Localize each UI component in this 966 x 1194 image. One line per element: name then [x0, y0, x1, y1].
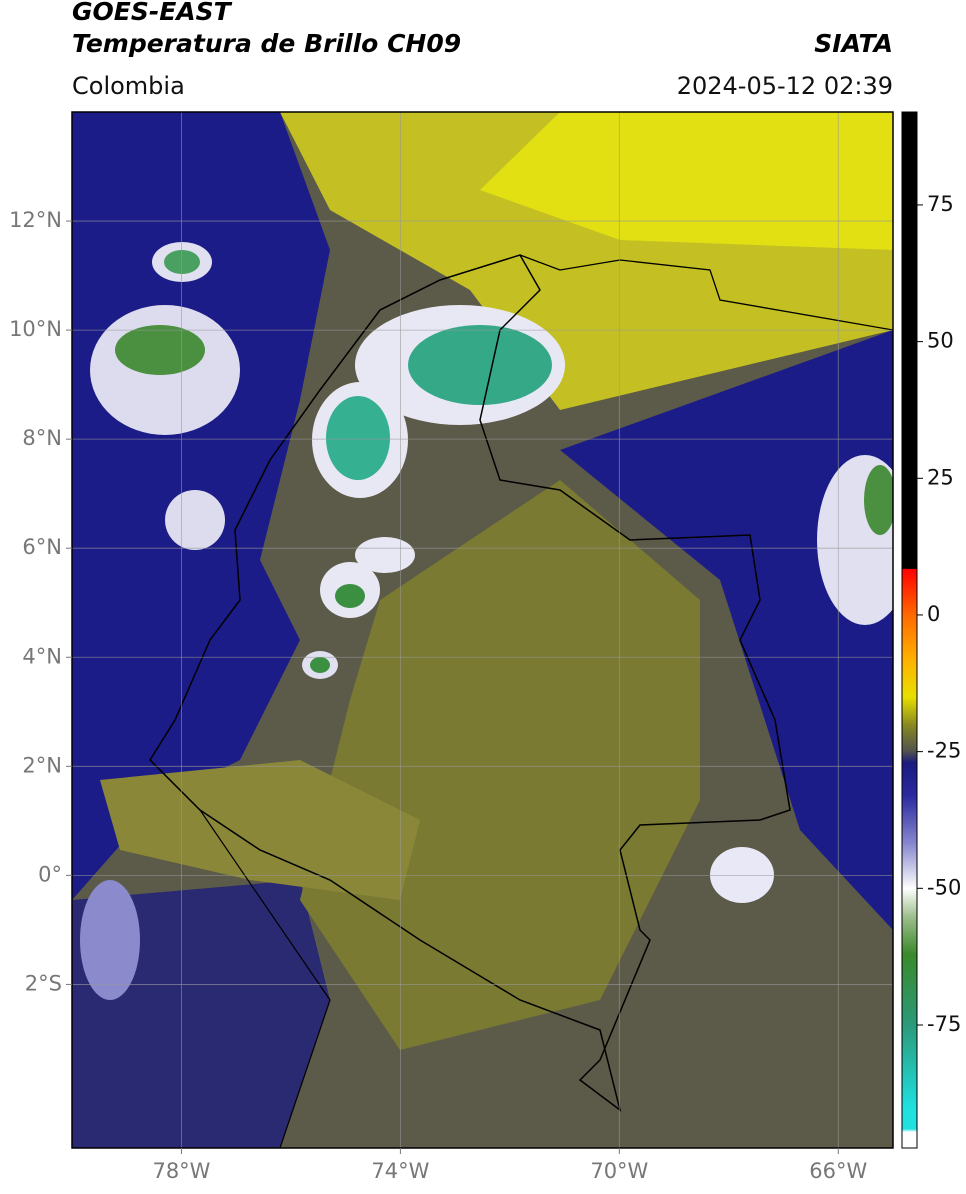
y-tick-label: 12°N: [9, 208, 62, 232]
colorbar-segment: [902, 696, 917, 725]
colorbar-segment: [902, 795, 917, 846]
y-tick-label: 0°: [38, 862, 62, 886]
colorbar-tick-label: 75: [927, 192, 954, 216]
colorbar-tick-label: -75: [927, 1012, 961, 1036]
colorbar-segment: [902, 751, 917, 764]
colorbar-segment: [902, 724, 917, 753]
colorbar: 75 50 25 0 -25 -50 -75: [902, 112, 961, 1149]
warm-region: [100, 760, 420, 900]
colorbar-segment: [902, 614, 917, 660]
y-tick-label: 4°N: [22, 644, 62, 668]
coastline: [519, 254, 893, 331]
y-tick-label: 6°N: [22, 535, 62, 559]
cloud-tops: [80, 242, 893, 1000]
region: Colombia: [72, 72, 185, 100]
colorbar-tick-label: 0: [927, 602, 940, 626]
colorbar-segment: [902, 1131, 917, 1149]
title: GOES-EAST: [72, 0, 233, 26]
colorbar-tick-label: 25: [927, 465, 954, 489]
country-border: [199, 809, 331, 1148]
colorbar-segment: [902, 568, 917, 570]
colorbar-frame: [901, 111, 918, 1149]
colorbar-tick-label: 50: [927, 329, 954, 353]
x-tick-label: 66°W: [809, 1159, 867, 1183]
source: SIATA: [814, 29, 893, 58]
colorbar-segment: [902, 888, 917, 917]
grid: [72, 112, 893, 1148]
colorbar-segment: [902, 1024, 917, 1108]
colorbar-segment: [902, 658, 917, 698]
warm-region: [480, 112, 893, 250]
subtitle: Temperatura de Brillo CH09: [72, 29, 461, 58]
colorbar-segment: [902, 1128, 917, 1133]
colorbar-segment: [902, 1106, 917, 1130]
colorbar-tick-label: -50: [927, 875, 961, 899]
colorbar-tick-label: -25: [927, 739, 961, 763]
cold-region: [560, 330, 893, 930]
colorbar-segment: [902, 112, 917, 569]
map-frame: [71, 111, 894, 1149]
colorbar-segment: [902, 844, 917, 889]
x-tick-label: 74°W: [371, 1159, 429, 1183]
y-tick-label: 2°N: [22, 753, 62, 777]
y-tick-label: 2°S: [25, 971, 62, 995]
colorbar-segment: [902, 915, 917, 955]
country-border: [149, 254, 791, 1112]
y-tick-label: 8°N: [22, 426, 62, 450]
satellite-image: [72, 112, 893, 1148]
colorbar-segment: [902, 569, 917, 616]
y-tick-label: 10°N: [9, 317, 62, 341]
colorbar-segment: [902, 953, 917, 1026]
x-tick-label: 78°W: [152, 1159, 210, 1183]
timestamp: 2024-05-12 02:39: [677, 72, 893, 100]
colorbar-segment: [902, 762, 917, 796]
x-tick-label: 70°W: [590, 1159, 648, 1183]
